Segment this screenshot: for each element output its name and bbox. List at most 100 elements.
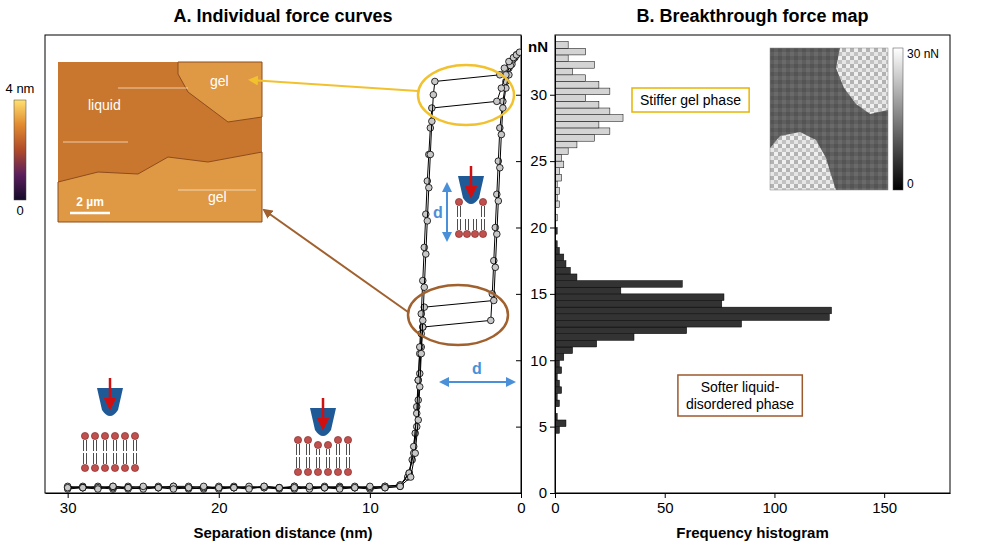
- lipid-head: [91, 432, 98, 439]
- histogram-bar: [555, 281, 682, 288]
- gel-patch: [770, 132, 836, 190]
- lipid-head: [111, 464, 118, 471]
- lipid-tail: [123, 440, 124, 451]
- lipid-head: [111, 432, 118, 439]
- colorbar-label: 30 nN: [907, 47, 939, 61]
- phase-label: Softer liquid-disordered phase: [686, 379, 794, 412]
- data-point: [200, 483, 207, 490]
- x-tick-label: 0: [551, 499, 559, 516]
- histogram-bar: [555, 267, 570, 274]
- phase-label-frame: [678, 375, 802, 416]
- data-point: [382, 484, 389, 491]
- cartoon-breakthrough: [455, 166, 486, 238]
- y-tick-mark: [550, 427, 555, 428]
- figure: 3020100A. Individual force curvesSeparat…: [0, 0, 994, 549]
- data-point: [427, 151, 434, 158]
- data-point: [95, 486, 102, 493]
- y-axis: [516, 36, 522, 494]
- y-tick-mark: [516, 493, 521, 494]
- histogram-bar: [555, 340, 597, 347]
- y-tick-mark: [550, 227, 555, 228]
- histogram-bar: [555, 141, 577, 148]
- x-tick-mark: [884, 493, 885, 498]
- lipid-tail: [457, 219, 458, 230]
- lipid-head: [81, 432, 88, 439]
- lipid-head: [324, 468, 331, 475]
- phase-label-box: Softer liquid-disordered phase: [678, 375, 802, 416]
- colorbar-label: 0: [16, 203, 23, 218]
- data-point: [429, 105, 436, 112]
- y-tick: [516, 95, 521, 96]
- inset-label: liquid: [88, 97, 121, 113]
- y-tick-mark: [550, 493, 555, 494]
- gel-connector: [250, 80, 418, 91]
- histogram-bar: [555, 135, 595, 142]
- data-point: [494, 231, 501, 238]
- lipid-tail: [484, 206, 485, 217]
- data-point: [110, 483, 117, 490]
- cartoon-contact: [294, 398, 351, 476]
- phase-label-frame: [632, 88, 749, 112]
- colorbar-label: 4 nm: [6, 81, 35, 96]
- lipid-head: [304, 436, 311, 443]
- lipid-tail: [103, 453, 104, 464]
- jump-arrow: [441, 381, 514, 383]
- lipid-tail: [126, 453, 127, 464]
- lipid-head: [101, 464, 108, 471]
- lipid-head: [131, 432, 138, 439]
- x-tick: 0: [517, 493, 525, 516]
- histogram-bar: [555, 62, 595, 69]
- histogram-bar: [555, 148, 568, 155]
- y-tick: 25: [530, 152, 555, 169]
- x-axis: 050100150: [551, 493, 950, 516]
- panel-title: B. Breakthrough force map: [636, 6, 868, 26]
- gel-domain: [178, 62, 262, 122]
- data-point: [351, 484, 358, 491]
- lipid-tail: [346, 444, 347, 455]
- data-point: [413, 423, 420, 430]
- lipid-tail: [116, 440, 117, 451]
- data-point: [336, 486, 343, 493]
- y-tick-mark: [550, 360, 555, 361]
- lipid-head: [314, 468, 321, 475]
- lipid-head: [334, 468, 341, 475]
- data-point: [231, 484, 238, 491]
- lipid-head: [101, 432, 108, 439]
- data-point: [491, 297, 498, 304]
- data-point: [500, 105, 507, 112]
- data-point: [382, 484, 389, 491]
- data-point: [291, 484, 298, 491]
- histogram-bar: [555, 55, 568, 62]
- y-axis-title: nN: [528, 38, 548, 55]
- lipid-tail: [473, 219, 474, 230]
- x-tick-label: 0: [517, 499, 525, 516]
- lipid-tail: [319, 457, 320, 468]
- jump-label: d: [472, 360, 482, 377]
- lipid-head: [455, 198, 462, 205]
- data-point: [492, 264, 499, 271]
- data-point: [321, 484, 328, 491]
- lipid-tail: [349, 444, 350, 455]
- lipid-tail: [329, 457, 330, 468]
- lipid-tail: [83, 440, 84, 451]
- lipid-tail: [326, 457, 327, 468]
- histogram-bar: [555, 327, 687, 334]
- y-tick: [516, 227, 521, 228]
- y-tick-mark: [550, 161, 555, 162]
- afm-image: [58, 62, 262, 222]
- force-map-border: [770, 48, 888, 190]
- y-tick: 15: [530, 285, 555, 302]
- lipid-tail: [460, 206, 461, 217]
- histogram-bar: [555, 294, 724, 301]
- y-tick-mark: [550, 294, 555, 295]
- histogram-bar: [555, 68, 573, 75]
- data-point: [155, 484, 162, 491]
- lipid-tail: [457, 206, 458, 217]
- data-point: [516, 49, 521, 56]
- histogram-bar: [555, 75, 586, 82]
- histogram-bar: [555, 301, 722, 308]
- data-point: [246, 486, 253, 493]
- lipid-tail: [106, 440, 107, 451]
- y-tick-mark: [516, 161, 521, 162]
- lipid-tail: [481, 219, 482, 230]
